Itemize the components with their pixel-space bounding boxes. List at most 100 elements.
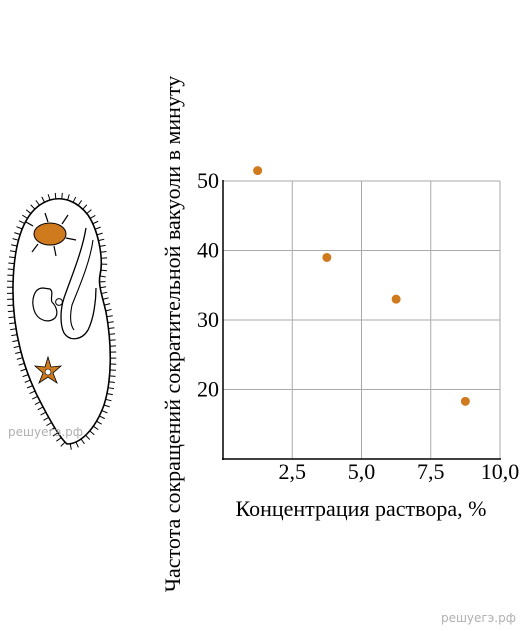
cilium [106,393,113,396]
cilium [99,244,106,247]
cilium [86,209,92,214]
cilium [93,425,99,431]
oral-groove-inner [70,239,94,331]
cilium [8,316,15,319]
cilium [24,379,31,383]
cilium [104,303,111,306]
cilium [98,238,105,242]
y-tick-label: 50 [197,168,219,193]
cilium [26,385,33,389]
cilium [15,351,22,354]
cilium [16,226,23,230]
data-point [460,396,470,406]
cilium [54,192,57,199]
cilium [82,204,88,210]
cilium [96,420,102,425]
cilium [103,404,110,408]
cilium [108,327,115,329]
cilium [100,269,107,272]
cilium [9,322,16,325]
cilium [102,297,109,300]
cilium [14,232,21,235]
cilium [69,443,72,450]
cilium [94,226,101,230]
cilium [100,286,107,289]
cilium [80,438,85,445]
cilium [16,357,23,360]
cilium [49,427,55,432]
x-tick-label: 5,0 [348,459,376,484]
cilium [11,334,18,337]
cilium [35,200,40,206]
cilium [108,381,115,384]
cilium [8,256,16,259]
cilium [12,339,19,343]
x-tick-label: 2,5 [279,459,307,484]
data-points [253,166,470,406]
y-axis-label: Частота сокращений сократительной вакуол… [160,76,185,593]
cilium [106,315,113,318]
cilium [75,441,79,448]
cilium [8,262,15,265]
cilium [18,362,25,366]
food-vacuole [32,287,58,322]
cilium [107,387,115,390]
cilium [61,192,63,199]
cilium [89,430,95,436]
micronucleus [55,298,63,306]
cilium [77,200,83,206]
cilia [6,192,117,450]
cilium [7,310,14,313]
contractile-vacuole [33,355,63,385]
cilium [29,390,36,395]
x-tick-label: 10,0 [481,459,520,484]
nucleus-rays [25,212,77,257]
cilium [96,232,103,236]
illustration-watermark: решуегэ.рф [8,425,83,439]
cilium [13,345,20,349]
cilium [56,437,62,442]
cilium [105,398,112,402]
y-tick-labels: 20 30 40 50 [197,168,219,402]
cilium [67,194,70,201]
cilium [109,375,116,377]
cilium [34,401,41,405]
cilium [43,417,49,421]
cilium [99,275,106,278]
cilium [10,328,17,331]
data-point [253,166,263,176]
corner-watermark: решуегэ.рф [441,611,516,625]
cilium [60,441,66,447]
cilium [107,321,114,324]
cilium [25,209,32,214]
cilium [22,374,29,378]
cilium [105,308,112,312]
cilium [99,415,105,420]
cilium [18,220,25,224]
y-tick-label: 20 [197,377,219,402]
data-point [322,252,332,262]
cilium [100,251,107,253]
y-tick-label: 30 [197,307,219,332]
cilium [89,215,96,219]
x-axis-label: Концентрация раствора, % [236,496,487,521]
x-tick-label: 7,5 [417,459,445,484]
cilium [109,333,116,335]
x-tick-labels: 2,5 5,0 7,5 10,0 [279,459,520,484]
cilium [41,196,45,203]
cilium [72,196,77,203]
cilium [37,406,44,411]
cilium [20,368,27,372]
cilium [46,422,52,427]
cilium [92,220,99,225]
data-point [391,294,401,304]
cilium [101,291,108,295]
cilium [11,244,18,247]
macronucleus [33,222,67,246]
cilium [47,194,51,201]
cilium [31,395,38,400]
cilium [9,250,16,253]
cilium [52,432,59,437]
cilium [40,411,47,416]
